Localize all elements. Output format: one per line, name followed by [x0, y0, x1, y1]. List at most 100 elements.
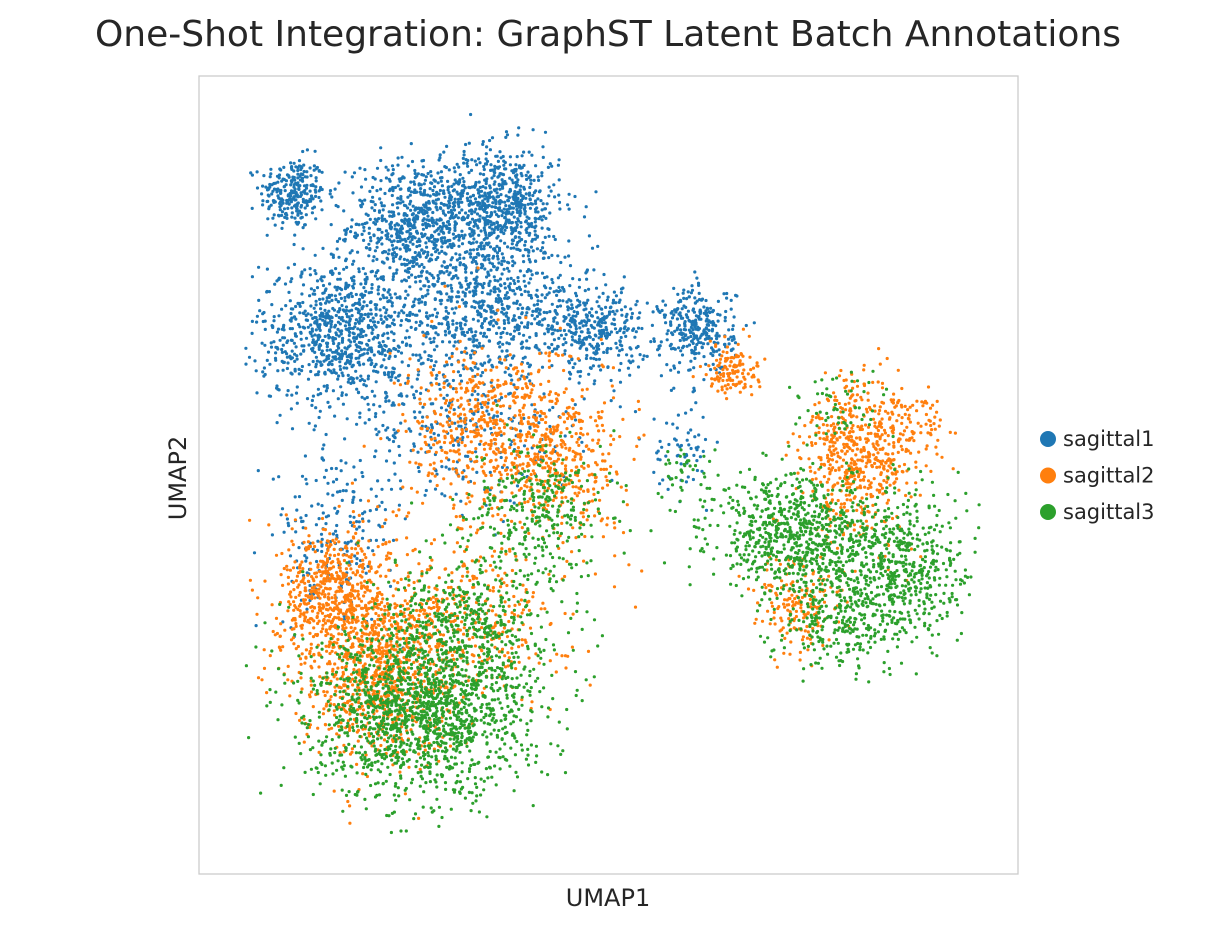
data-point — [348, 520, 353, 525]
data-point — [337, 601, 341, 606]
data-point — [696, 325, 700, 329]
data-point — [359, 547, 363, 551]
data-point — [535, 235, 539, 239]
data-point — [283, 628, 287, 632]
data-point — [515, 210, 520, 214]
data-point — [386, 232, 390, 236]
data-point — [417, 358, 421, 362]
data-point — [277, 277, 281, 281]
data-point — [311, 394, 315, 398]
data-point — [491, 365, 495, 369]
data-point — [511, 289, 515, 293]
data-point — [332, 341, 336, 346]
data-point — [567, 329, 571, 333]
data-point — [510, 337, 514, 341]
data-point — [438, 188, 442, 193]
data-point — [480, 322, 484, 326]
data-point — [491, 256, 495, 260]
data-point — [324, 515, 328, 519]
data-point — [383, 353, 387, 357]
data-point — [382, 371, 387, 375]
data-point — [260, 192, 264, 196]
data-point — [489, 315, 493, 319]
data-point — [462, 263, 466, 267]
data-point — [306, 540, 310, 544]
data-point — [507, 210, 511, 214]
data-point — [516, 178, 520, 182]
data-point — [292, 175, 296, 180]
data-point — [723, 319, 727, 323]
data-point — [289, 357, 293, 361]
data-point — [548, 424, 552, 429]
data-point — [482, 172, 486, 177]
data-point — [301, 300, 305, 305]
data-point — [527, 191, 532, 195]
data-point — [374, 427, 378, 431]
data-point — [447, 185, 451, 189]
data-point — [687, 443, 691, 447]
data-point — [310, 347, 314, 351]
data-point — [446, 179, 450, 183]
data-point — [715, 337, 719, 341]
data-point — [392, 338, 396, 343]
data-point — [321, 447, 325, 451]
data-point — [301, 149, 305, 154]
data-point — [298, 311, 302, 315]
data-point — [334, 537, 338, 541]
data-point — [453, 215, 457, 219]
data-point — [543, 332, 547, 336]
data-point — [436, 171, 440, 175]
data-point — [380, 364, 384, 368]
data-point — [296, 201, 300, 205]
data-point — [380, 214, 384, 218]
data-point — [710, 346, 714, 350]
data-point — [265, 290, 269, 294]
data-point — [458, 197, 462, 201]
data-point — [671, 422, 675, 426]
data-point — [408, 202, 412, 206]
data-point — [588, 366, 593, 370]
data-point — [417, 237, 421, 241]
data-point — [286, 194, 290, 198]
data-point — [282, 185, 286, 189]
data-point — [634, 303, 638, 307]
data-point — [289, 161, 293, 165]
data-point — [700, 332, 704, 336]
data-point — [511, 318, 515, 322]
data-point — [369, 308, 373, 312]
data-point — [498, 202, 502, 206]
data-point — [657, 353, 662, 357]
data-point — [271, 477, 275, 481]
data-point — [387, 356, 391, 361]
data-point — [446, 188, 450, 192]
data-point — [596, 316, 600, 320]
data-point — [406, 293, 410, 297]
data-point — [413, 171, 417, 176]
data-point — [343, 170, 347, 174]
data-point — [390, 214, 394, 218]
data-point — [342, 572, 346, 576]
data-point — [416, 215, 420, 219]
data-point — [335, 571, 339, 575]
data-point — [502, 321, 507, 325]
data-point — [451, 319, 455, 323]
data-point — [515, 207, 519, 212]
data-point — [528, 206, 533, 210]
data-point — [432, 237, 437, 241]
data-point — [528, 197, 532, 201]
data-point — [676, 413, 681, 417]
data-point — [514, 163, 518, 167]
data-point — [291, 543, 295, 547]
data-point — [529, 277, 533, 281]
data-point — [691, 390, 695, 394]
data-point — [362, 362, 366, 366]
data-point — [358, 363, 362, 367]
data-point — [672, 364, 676, 368]
data-point — [482, 331, 486, 335]
data-point — [499, 156, 503, 160]
data-point — [558, 298, 562, 303]
data-point — [473, 210, 477, 214]
data-point — [413, 168, 417, 173]
data-point — [385, 394, 389, 399]
data-point — [293, 216, 297, 220]
